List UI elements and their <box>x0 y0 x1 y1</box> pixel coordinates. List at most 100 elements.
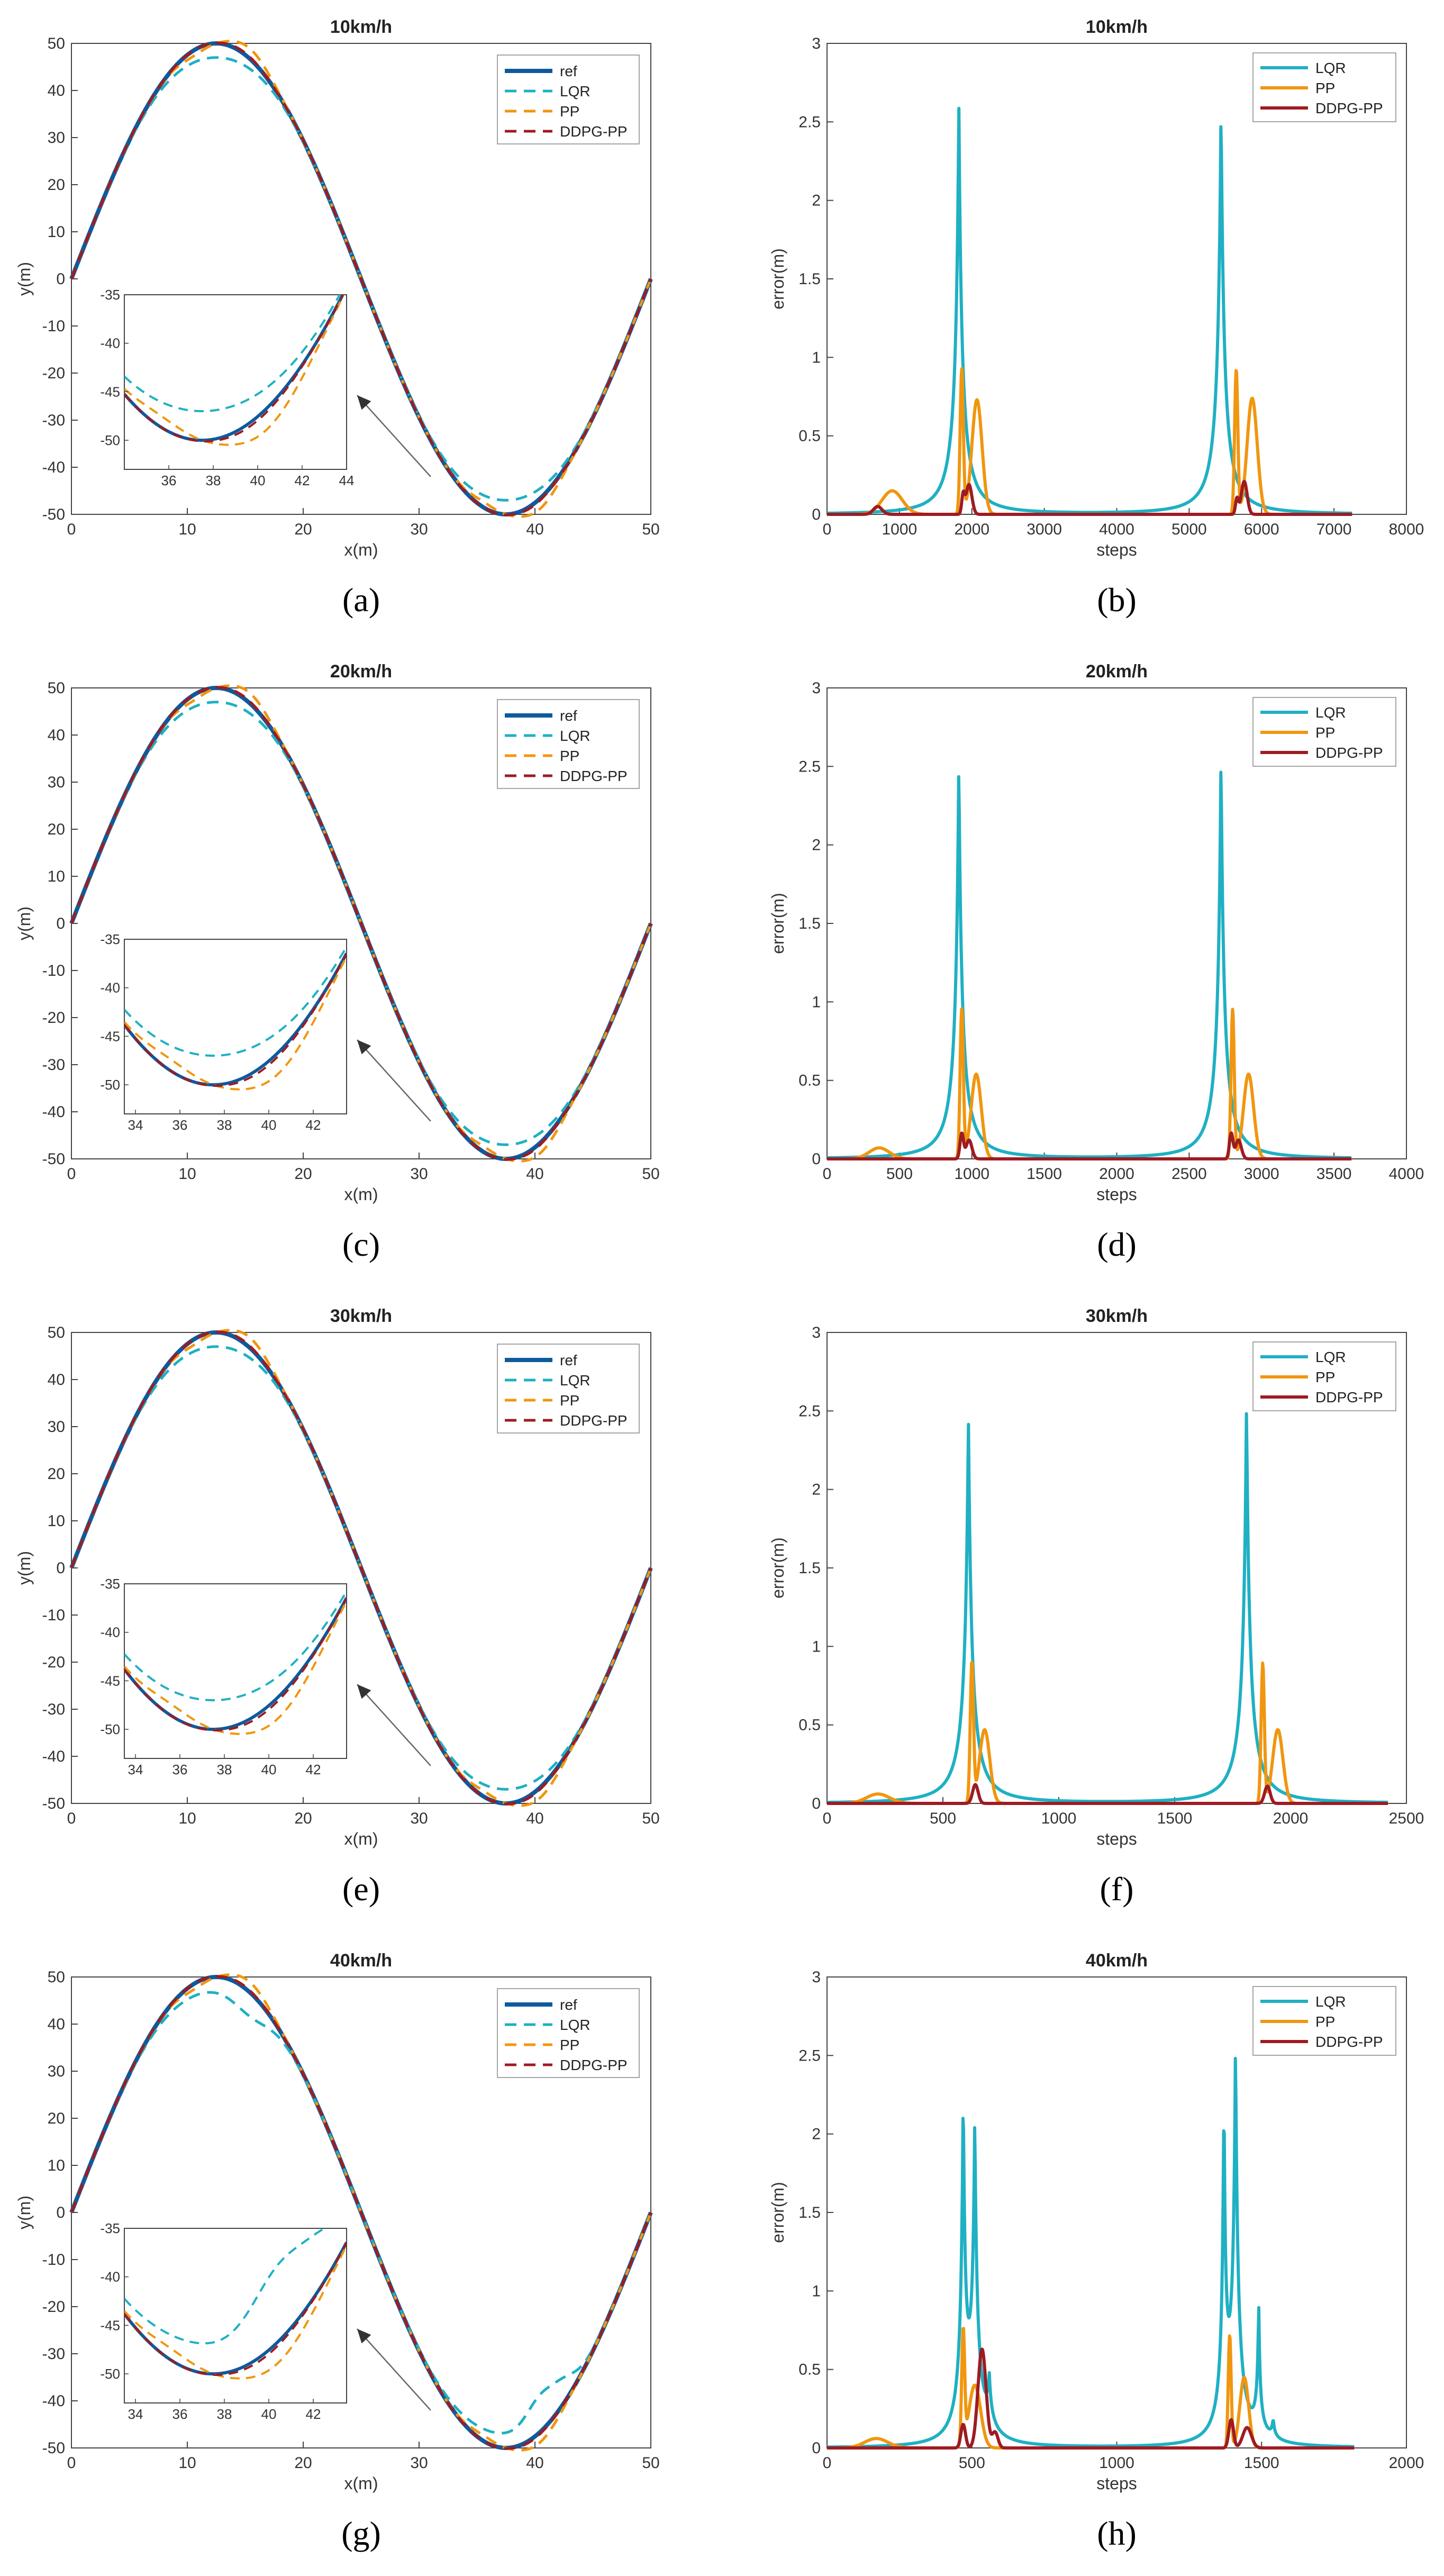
y-tick-label: -30 <box>42 412 65 429</box>
trajectory-panel-c: 20km/h 0 10 20 30 40 50 -50 -40 -30 -20 -10 0 10 20 30 4… <box>15 661 660 1204</box>
zoom-inset: 34 36 38 40 42 -50 -45 -40 -35 <box>100 931 347 1133</box>
inset-x-tick-label: 36 <box>161 473 177 488</box>
x-tick-label: 2000 <box>1099 1165 1134 1183</box>
x-axis-label: x(m) <box>344 540 378 559</box>
chart-title: 40km/h <box>330 1951 392 1971</box>
x-tick-label: 10 <box>178 2454 196 2472</box>
inset-x-tick-label: 38 <box>217 1117 232 1133</box>
y-tick-label: -30 <box>42 1701 65 1718</box>
inset-line-pp <box>124 1600 347 1735</box>
series-line-ddpg <box>826 1783 1389 1805</box>
inset-series <box>124 2228 347 2380</box>
legend-label: LQR <box>1315 1993 1346 2010</box>
y-tick-label: 20 <box>48 1465 65 1483</box>
inset-line-ddpg <box>124 1598 347 1731</box>
y-tick-label: 20 <box>48 2110 65 2127</box>
inset-x-tick-label: 42 <box>306 1762 321 1777</box>
caption-f: (f) <box>1100 1870 1134 1908</box>
x-tick-label: 20 <box>294 1810 312 1827</box>
zoom-arrow-line <box>357 1039 431 1122</box>
x-tick-label: 40 <box>526 1165 543 1183</box>
caption-a: (a) <box>342 581 380 619</box>
series-line-ddpg <box>70 1330 652 1806</box>
inset-series <box>124 1590 347 1735</box>
series-line-lqr <box>70 56 652 502</box>
legend-label: LQR <box>560 83 591 99</box>
series-line-lqr <box>70 1991 652 2435</box>
y-tick-label: -10 <box>42 962 65 979</box>
y-tick-label: -50 <box>42 1795 65 1812</box>
inset-x-tick-label: 44 <box>339 473 355 488</box>
inset-frame <box>124 939 347 1114</box>
x-tick-label: 50 <box>642 1810 659 1827</box>
inset-frame <box>124 1583 347 1759</box>
inset-x-tick-label: 42 <box>306 1117 321 1133</box>
y-tick-label: 1 <box>812 1638 821 1655</box>
legend-label: LQR <box>1315 60 1346 76</box>
zoom-inset: 34 36 38 40 42 -50 -45 -40 -35 <box>100 2220 347 2422</box>
legend-label: LQR <box>560 728 591 744</box>
legend: ref LQR PP DDPG-PP <box>497 1988 640 2078</box>
x-axis-label: steps <box>1096 2474 1137 2493</box>
x-tick-label: 0 <box>823 2454 832 2472</box>
inset-y-tick-label: -35 <box>100 931 120 947</box>
legend-label: PP <box>560 1392 579 1409</box>
y-tick-label: 3 <box>812 1969 821 1986</box>
y-tick-label: 1.5 <box>798 1559 821 1577</box>
trajectory-panel-e: 30km/h 0 10 20 30 40 50 -50 -40 -30 -20 -10 0 10 20 30 4… <box>15 1306 660 1848</box>
inset-line-ddpg <box>124 953 347 1087</box>
y-tick-label: 0.5 <box>798 1072 821 1090</box>
inset-line-pp <box>124 956 347 1091</box>
y-tick-label: -20 <box>42 1009 65 1027</box>
inset-x-tick-label: 38 <box>217 2406 232 2422</box>
inset-line-pp <box>124 295 345 446</box>
legend: ref LQR PP DDPG-PP <box>497 1344 640 1434</box>
y-tick-label: 40 <box>48 727 65 744</box>
caption-c: (c) <box>342 1226 380 1263</box>
zoom-arrow-head <box>357 1040 371 1055</box>
legend-label: PP <box>1315 80 1335 96</box>
x-tick-label: 0 <box>67 2454 76 2472</box>
y-tick-label: 20 <box>48 176 65 194</box>
inset-y-tick-label: -40 <box>100 335 120 351</box>
y-tick-label: -50 <box>42 1150 65 1168</box>
y-tick-label: 50 <box>48 1324 65 1341</box>
legend-label: ref <box>560 1352 577 1368</box>
y-tick-label: 1 <box>812 349 821 366</box>
x-tick-label: 500 <box>930 1810 956 1827</box>
x-tick-label: 10 <box>178 521 196 538</box>
inset-x-tick-label: 42 <box>295 473 310 488</box>
legend-label: LQR <box>1315 1349 1346 1365</box>
legend-label: PP <box>1315 1369 1335 1385</box>
y-tick-label: 2.5 <box>798 2047 821 2064</box>
y-tick-label: 2.5 <box>798 113 821 131</box>
x-tick-label: 40 <box>526 521 543 538</box>
inset-line-ddpg <box>124 295 344 442</box>
zoom-inset: 36 38 40 42 44 -50 -45 -40 -35 <box>100 287 355 488</box>
x-tick-label: 0 <box>823 1810 832 1827</box>
legend-label: DDPG-PP <box>560 123 628 140</box>
x-tick-label: 50 <box>642 521 659 538</box>
zoom-arrow-line <box>357 395 431 477</box>
inset-x-tick-label: 36 <box>172 1117 188 1133</box>
y-tick-label: -20 <box>42 2298 65 2316</box>
x-tick-label: 2500 <box>1171 1165 1207 1183</box>
inset-line-ddpg <box>124 2242 347 2376</box>
legend-label: PP <box>560 103 579 120</box>
caption-g: (g) <box>341 2515 381 2552</box>
inset-x-tick-label: 34 <box>128 1117 143 1133</box>
y-tick-label: 10 <box>48 868 65 885</box>
x-axis-label: x(m) <box>344 1185 378 1204</box>
y-axis-label: error(m) <box>768 248 787 310</box>
error-panel-f: 30km/h 0 500 1000 1500 2000 2500 0 0.5 1 1.5 2 2.5 3 s… <box>768 1306 1424 1848</box>
legend-label: DDPG-PP <box>560 768 628 784</box>
x-tick-label: 50 <box>642 1165 659 1183</box>
y-tick-label: -40 <box>42 1748 65 1765</box>
series-line-ddpg <box>70 686 652 1161</box>
legend-label: ref <box>560 1997 577 2013</box>
inset-y-tick-label: -45 <box>100 1028 120 1044</box>
x-tick-label: 20 <box>294 521 312 538</box>
inset-x-tick-label: 40 <box>250 473 266 488</box>
legend-label: PP <box>560 748 579 764</box>
y-tick-label: 1.5 <box>798 915 821 932</box>
